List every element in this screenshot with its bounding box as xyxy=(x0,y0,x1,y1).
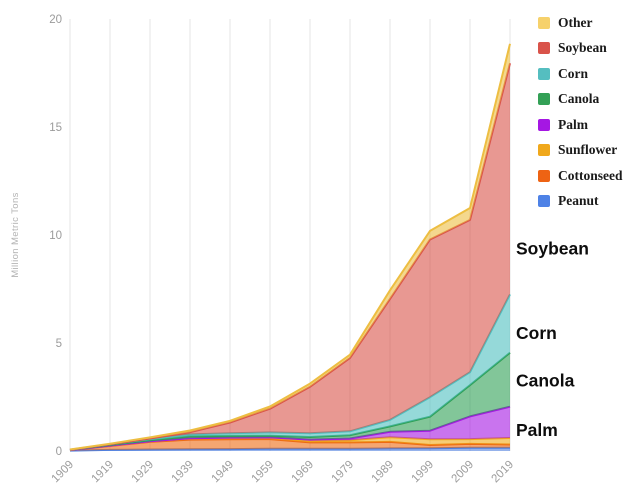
legend-item-other[interactable]: Other xyxy=(538,10,623,36)
legend-item-label: Palm xyxy=(558,116,588,132)
x-axis-tick-label: 1999 xyxy=(410,459,437,486)
x-axis-tick-label: 1939 xyxy=(170,459,197,486)
series-annotation-palm: Palm xyxy=(516,420,558,440)
legend-item-label: Sunflower xyxy=(558,142,618,158)
legend-item-label: Corn xyxy=(558,65,588,81)
legend: Other Soybean Corn Canola Palm Sunflower Cotto… xyxy=(538,10,623,214)
legend-item-label: Soybean xyxy=(558,40,607,56)
y-axis-tick-label: 15 xyxy=(49,122,62,134)
area-cottonseed xyxy=(70,439,510,451)
area-top-line-other xyxy=(69,43,511,451)
y-axis-title: Million Metric Tons xyxy=(10,192,21,278)
series-annotation-canola: Canola xyxy=(516,371,575,391)
legend-item-palm[interactable]: Palm xyxy=(538,112,623,138)
legend-item-label: Peanut xyxy=(558,193,599,209)
legend-item-canola[interactable]: Canola xyxy=(538,87,623,113)
area-sunflower xyxy=(70,437,510,451)
legend-swatch-icon xyxy=(538,93,550,106)
x-axis-tick-label: 2019 xyxy=(490,459,517,486)
series-annotation-soybean: Soybean xyxy=(516,239,589,259)
legend-swatch-icon xyxy=(538,118,550,131)
y-axis-tick-label: 10 xyxy=(49,230,62,242)
legend-item-sunflower[interactable]: Sunflower xyxy=(538,138,623,164)
legend-item-soybean[interactable]: Soybean xyxy=(538,36,623,62)
legend-item-label: Cottonseed xyxy=(558,167,623,183)
legend-swatch-icon xyxy=(538,67,550,80)
y-axis-tick-label: 0 xyxy=(56,446,62,458)
x-axis-tick-label: 1969 xyxy=(290,459,317,486)
legend-swatch-icon xyxy=(538,144,550,157)
x-axis-tick-label: 1909 xyxy=(50,459,77,486)
legend-item-peanut[interactable]: Peanut xyxy=(538,189,623,215)
legend-item-corn[interactable]: Corn xyxy=(538,61,623,87)
x-axis-tick-label: 1929 xyxy=(130,459,157,486)
area-soybean xyxy=(70,63,510,450)
x-axis-tick-label: 2009 xyxy=(450,459,477,486)
legend-swatch-icon xyxy=(538,195,550,208)
legend-item-label: Other xyxy=(558,14,593,30)
legend-swatch-icon xyxy=(538,16,550,29)
x-axis-tick-label: 1989 xyxy=(370,459,397,486)
legend-item-cottonseed[interactable]: Cottonseed xyxy=(538,163,623,189)
area-canola xyxy=(70,352,510,451)
series-annotation-corn: Corn xyxy=(516,323,557,343)
area-other xyxy=(70,43,510,450)
y-axis-tick-label: 20 xyxy=(49,14,62,26)
legend-swatch-icon xyxy=(538,42,550,55)
x-axis-tick-label: 1959 xyxy=(250,459,277,486)
x-axis-tick-label: 1919 xyxy=(90,459,117,486)
legend-swatch-icon xyxy=(538,169,550,182)
y-axis-tick-label: 5 xyxy=(56,338,62,350)
legend-item-label: Canola xyxy=(558,91,600,107)
x-axis-tick-label: 1979 xyxy=(330,459,357,486)
x-axis-tick-label: 1949 xyxy=(210,459,237,486)
